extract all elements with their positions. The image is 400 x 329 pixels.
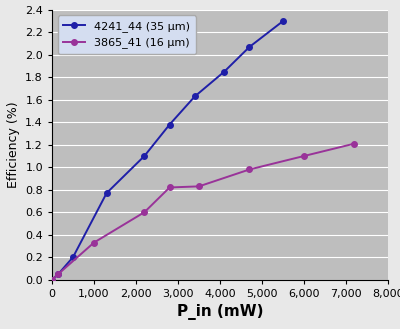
4241_44 (35 μm) xyxy=(50,278,54,282)
Legend: 4241_44 (35 μm), 3865_41 (16 μm): 4241_44 (35 μm), 3865_41 (16 μm) xyxy=(58,15,196,54)
4241_44 (35 μm) xyxy=(222,70,227,74)
4241_44 (35 μm) xyxy=(247,45,252,49)
3865_41 (16 μm) xyxy=(92,240,96,244)
X-axis label: P_in (mW): P_in (mW) xyxy=(177,304,263,320)
Line: 3865_41 (16 μm): 3865_41 (16 μm) xyxy=(49,141,357,282)
Line: 4241_44 (35 μm): 4241_44 (35 μm) xyxy=(49,18,286,282)
3865_41 (16 μm) xyxy=(302,154,306,158)
3865_41 (16 μm) xyxy=(50,278,54,282)
4241_44 (35 μm) xyxy=(167,122,172,126)
3865_41 (16 μm) xyxy=(352,142,357,146)
4241_44 (35 μm) xyxy=(56,272,61,276)
4241_44 (35 μm) xyxy=(104,191,109,195)
3865_41 (16 μm) xyxy=(197,184,201,188)
4241_44 (35 μm) xyxy=(281,19,286,23)
3865_41 (16 μm) xyxy=(167,186,172,190)
3865_41 (16 μm) xyxy=(56,272,61,276)
4241_44 (35 μm) xyxy=(70,255,75,259)
3865_41 (16 μm) xyxy=(247,167,252,171)
4241_44 (35 μm) xyxy=(192,94,197,98)
4241_44 (35 μm) xyxy=(142,154,147,158)
Y-axis label: Efficiency (%): Efficiency (%) xyxy=(6,101,20,188)
3865_41 (16 μm) xyxy=(142,210,147,214)
